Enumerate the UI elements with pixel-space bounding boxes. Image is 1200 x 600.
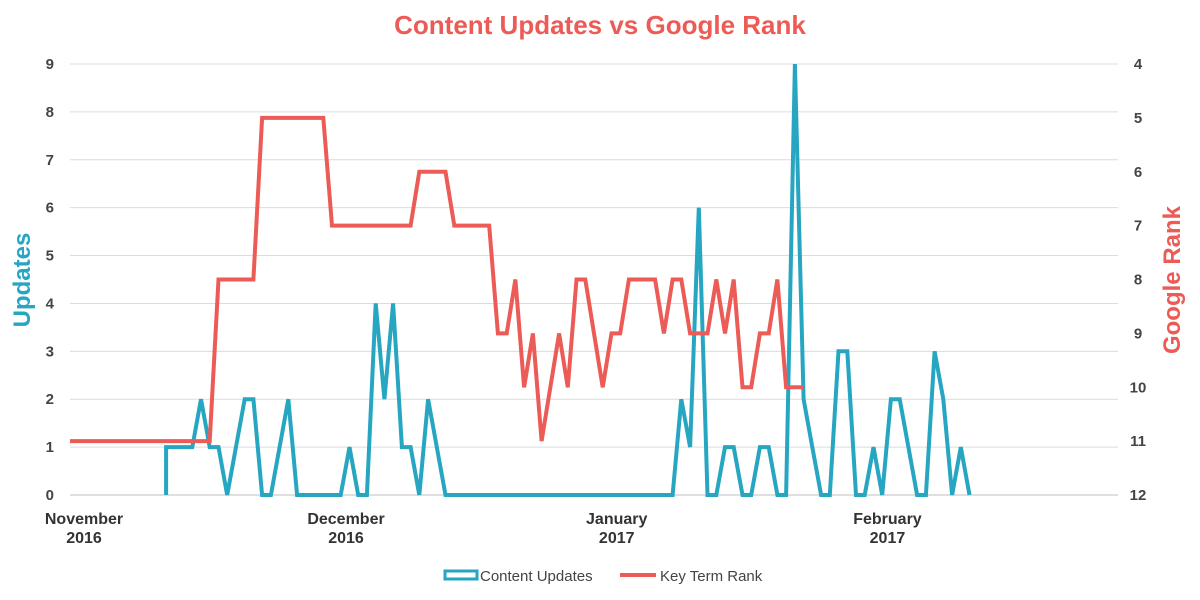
left-axis-title: Updates (9, 233, 36, 328)
legend: Content Updates Key Term Rank (443, 568, 763, 585)
x-tick-label: December (307, 511, 384, 528)
series-key-term-rank (70, 115, 804, 444)
series-line (164, 63, 972, 497)
left-tick-label: 8 (46, 104, 54, 121)
left-tick-label: 4 (46, 295, 55, 312)
chart-title: Content Updates vs Google Rank (394, 10, 806, 40)
legend-label: Key Term Rank (660, 568, 763, 585)
left-tick-label: 0 (46, 487, 54, 504)
left-y-axis: 0 1 2 3 4 5 6 7 8 9 (46, 56, 55, 504)
left-tick-label: 9 (46, 56, 54, 73)
legend-swatch-content-updates (443, 569, 479, 581)
x-tick-label: November (45, 511, 123, 528)
right-tick-label: 12 (1130, 487, 1147, 504)
left-tick-label: 2 (46, 391, 54, 408)
right-tick-label: 9 (1134, 325, 1142, 342)
series-line (70, 115, 804, 444)
right-tick-label: 4 (1134, 56, 1143, 73)
x-tick-label: February (853, 511, 922, 528)
x-tick-label: 2016 (66, 530, 102, 547)
x-tick-label: 2017 (599, 530, 635, 547)
x-tick-label: 2016 (328, 530, 364, 547)
right-tick-label: 7 (1134, 218, 1142, 235)
right-tick-label: 6 (1134, 164, 1142, 181)
right-y-axis: 4 5 6 7 8 9 10 11 12 (1130, 56, 1147, 504)
right-tick-label: 8 (1134, 272, 1142, 289)
right-tick-label: 5 (1134, 110, 1142, 127)
right-tick-label: 11 (1130, 433, 1146, 450)
series-layer (70, 63, 972, 497)
left-tick-label: 3 (46, 343, 54, 360)
right-tick-label: 10 (1130, 379, 1147, 396)
left-tick-label: 1 (46, 439, 54, 456)
left-tick-label: 7 (46, 152, 54, 169)
left-tick-label: 5 (46, 248, 54, 265)
legend-label: Content Updates (480, 568, 593, 585)
x-tick-label: January (586, 511, 647, 528)
x-tick-label: 2017 (870, 530, 906, 547)
right-axis-title: Google Rank (1159, 205, 1186, 354)
x-axis: November 2016 December 2016 January 2017 Febru… (45, 511, 922, 547)
left-tick-label: 6 (46, 200, 54, 217)
series-content-updates (164, 63, 972, 497)
